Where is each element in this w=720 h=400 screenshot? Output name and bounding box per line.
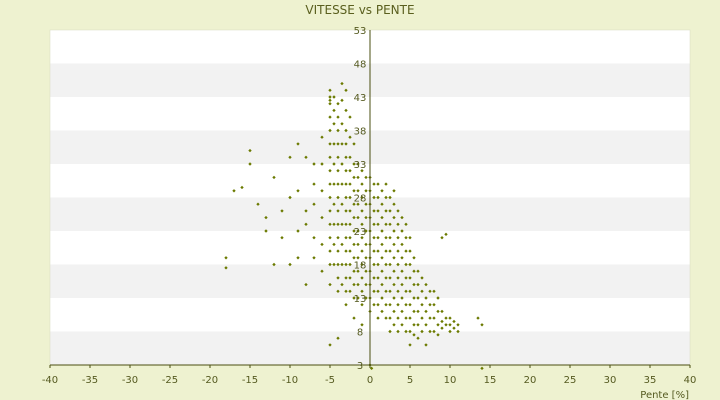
y-tick-label: 23: [354, 227, 367, 238]
y-tick-label: 13: [354, 294, 367, 305]
y-tick-label: 18: [354, 261, 367, 272]
data-point: [348, 115, 352, 119]
data-point: [328, 95, 332, 99]
data-point: [248, 162, 252, 166]
data-point: [232, 189, 236, 193]
x-tick-label: 30: [604, 375, 617, 386]
y-tick-label: 48: [354, 60, 367, 71]
data-points: [224, 81, 484, 371]
x-tick-label: 0: [367, 375, 373, 386]
data-point: [224, 256, 228, 260]
y-tick-label: 38: [354, 127, 367, 138]
x-tick-label: -35: [82, 375, 98, 386]
data-point: [332, 95, 336, 99]
x-tick-label: -15: [242, 375, 258, 386]
x-tick-label: 35: [644, 375, 657, 386]
x-tick-label: 25: [564, 375, 577, 386]
data-point: [340, 98, 344, 103]
x-tick-label: -25: [162, 375, 178, 386]
y-tick-label: 28: [354, 194, 367, 205]
y-tick-label: 8: [357, 328, 363, 339]
x-tick-label: -10: [282, 375, 298, 386]
y-tick-label: 43: [354, 93, 367, 104]
y-tick-label: 3: [357, 361, 363, 372]
x-tick-label: -30: [122, 375, 138, 386]
x-tick-label: -5: [325, 375, 335, 386]
x-tick-labels: -40 -35 -30 -25 -20 -15 -10 -5 0 5 10 15 20 25 30 35 40: [42, 365, 697, 386]
data-point: [336, 115, 340, 119]
data-point: [328, 115, 332, 119]
data-point: [224, 266, 228, 270]
x-tick-label: 10: [444, 375, 457, 386]
data-point: [240, 185, 244, 190]
x-tick-label: 20: [524, 375, 537, 386]
y-tick-label: 53: [354, 26, 367, 37]
x-axis-label: Pente [%]: [640, 390, 689, 400]
data-point: [480, 366, 484, 371]
chart-title: VITESSE vs PENTE: [305, 3, 414, 17]
x-tick-label: 5: [407, 375, 413, 386]
data-point: [328, 102, 332, 106]
data-point: [336, 102, 340, 106]
x-tick-label: 15: [484, 375, 497, 386]
data-point: [340, 81, 344, 86]
y-tick-label: 33: [354, 160, 367, 171]
data-point: [328, 98, 332, 103]
x-tick-label: -20: [202, 375, 218, 386]
x-tick-label: 40: [684, 375, 697, 386]
x-tick-label: -40: [42, 375, 58, 386]
